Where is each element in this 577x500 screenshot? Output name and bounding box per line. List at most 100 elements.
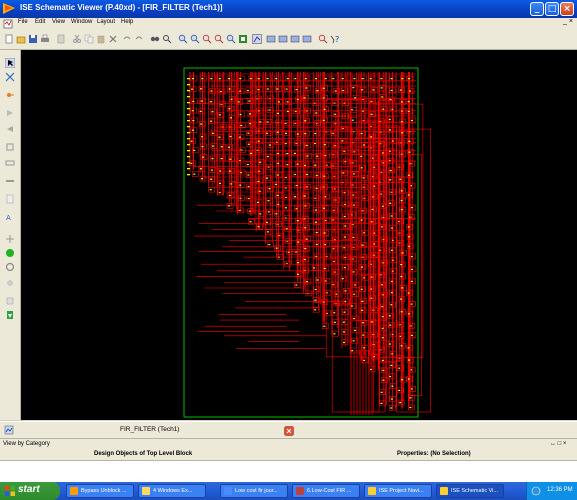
schematic-canvas[interactable] bbox=[21, 50, 577, 420]
start-button[interactable]: start bbox=[0, 482, 60, 500]
text-icon[interactable] bbox=[5, 194, 15, 204]
save-icon[interactable] bbox=[28, 34, 38, 44]
pin-icon[interactable] bbox=[5, 108, 15, 118]
label-icon[interactable]: A bbox=[5, 212, 15, 222]
properties-header: Properties: (No Selection) bbox=[397, 451, 471, 457]
app-icon bbox=[3, 3, 15, 14]
task-low-cost-fir-journal[interactable]: Low cost fir jour... bbox=[220, 484, 288, 498]
marker-icon[interactable] bbox=[5, 310, 15, 320]
circle-icon[interactable] bbox=[5, 262, 15, 272]
mark-icon[interactable] bbox=[278, 34, 288, 44]
fit-icon[interactable] bbox=[238, 34, 248, 44]
copy-icon[interactable] bbox=[84, 34, 94, 44]
menu-edit[interactable]: Edit bbox=[35, 19, 46, 25]
sheet-border bbox=[183, 67, 419, 418]
zoom-in-icon[interactable] bbox=[178, 34, 188, 44]
find-icon[interactable] bbox=[150, 34, 160, 44]
window-icon[interactable] bbox=[302, 34, 312, 44]
tab-fir-filter[interactable]: FIR_FILTER (Tech1) bbox=[120, 426, 180, 433]
close-button[interactable]: × bbox=[560, 2, 574, 16]
print-icon[interactable] bbox=[40, 34, 50, 44]
taskbar: start Bypass Unblock ... 4 Windows Ex...… bbox=[0, 482, 577, 500]
menu-help[interactable]: Help bbox=[121, 19, 134, 25]
redo-icon[interactable] bbox=[134, 34, 144, 44]
task-label: ISE Schematic Vi... bbox=[451, 488, 498, 494]
open-icon[interactable] bbox=[16, 34, 26, 44]
maximize-button[interactable]: □ bbox=[545, 2, 559, 16]
clock[interactable]: 12:36 PM bbox=[547, 487, 573, 493]
zoom-out-icon[interactable] bbox=[190, 34, 200, 44]
task-bypass-unblock[interactable]: Bypass Unblock ... bbox=[66, 484, 134, 498]
pdf-icon bbox=[296, 487, 304, 495]
ise-icon bbox=[368, 487, 376, 495]
delete-icon[interactable] bbox=[108, 34, 118, 44]
arrow-left-icon[interactable] bbox=[5, 124, 15, 134]
green-dot-icon[interactable] bbox=[5, 248, 15, 258]
windows-logo-icon bbox=[5, 486, 15, 496]
minimize-button[interactable]: _ bbox=[530, 2, 544, 16]
task-low-cost-fir-pdf[interactable]: 6.Low-Cost FIR ... bbox=[292, 484, 360, 498]
word-icon bbox=[224, 487, 232, 495]
paste-icon[interactable] bbox=[96, 34, 106, 44]
bus-icon[interactable] bbox=[5, 176, 15, 186]
bottom-panel-body bbox=[0, 460, 577, 483]
task-label: 4 Windows Ex... bbox=[153, 488, 193, 494]
network-icon[interactable] bbox=[531, 486, 541, 496]
net-icon[interactable] bbox=[5, 90, 15, 100]
menu-window[interactable]: Window bbox=[71, 19, 93, 25]
add-bus-icon[interactable] bbox=[266, 34, 276, 44]
wire-icon[interactable] bbox=[5, 72, 15, 82]
task-label: ISE Project Navi... bbox=[379, 488, 424, 494]
document-tab-strip: FIR_FILTER (Tech1) bbox=[0, 421, 577, 439]
probe-icon[interactable] bbox=[318, 34, 328, 44]
add-wire-icon[interactable] bbox=[252, 34, 262, 44]
zoom-area-icon[interactable] bbox=[226, 34, 236, 44]
close-tab-icon[interactable] bbox=[284, 426, 294, 436]
panel-controls[interactable]: ↔ □ × bbox=[550, 441, 567, 447]
svg-text:A: A bbox=[6, 214, 11, 222]
ise-icon bbox=[440, 487, 448, 495]
schematic-drawing[interactable] bbox=[21, 50, 577, 420]
menu-bar: File Edit View Window Layout Help _ × bbox=[0, 18, 577, 32]
help-icon[interactable]: ? bbox=[330, 34, 340, 44]
zoom-full-icon[interactable] bbox=[202, 34, 212, 44]
task-windows-explorer[interactable]: 4 Windows Ex... bbox=[138, 484, 206, 498]
select-icon[interactable] bbox=[5, 58, 15, 68]
folder-icon bbox=[142, 487, 150, 495]
rectangle-icon[interactable] bbox=[5, 158, 15, 168]
document-icon bbox=[3, 19, 13, 29]
mdi-controls[interactable]: _ × bbox=[563, 18, 573, 25]
schematic-doc-icon bbox=[4, 425, 14, 435]
menu-view[interactable]: View bbox=[52, 19, 65, 25]
main-toolbar: ? bbox=[0, 31, 577, 50]
browser-icon bbox=[70, 487, 78, 495]
bookmark-icon[interactable] bbox=[56, 34, 66, 44]
design-objects-header: Design Objects of Top Level Block bbox=[94, 451, 193, 457]
svg-text:?: ? bbox=[335, 35, 339, 44]
find-next-icon[interactable] bbox=[162, 34, 172, 44]
cut-icon[interactable] bbox=[72, 34, 82, 44]
menu-layout[interactable]: Layout bbox=[97, 19, 116, 25]
pan-icon[interactable] bbox=[5, 234, 15, 244]
new-icon[interactable] bbox=[4, 34, 14, 44]
task-label: Low cost fir jour... bbox=[235, 488, 278, 494]
netlist-wires bbox=[187, 72, 431, 415]
symbol-icon[interactable] bbox=[5, 142, 15, 152]
start-label: start bbox=[18, 484, 40, 495]
ground-icon[interactable] bbox=[5, 296, 15, 306]
menu-file[interactable]: File bbox=[18, 19, 28, 25]
zoom-select-icon[interactable] bbox=[214, 34, 224, 44]
task-ise-schematic-viewer[interactable]: ISE Schematic Vi... bbox=[436, 484, 504, 498]
task-ise-project-navigator[interactable]: ISE Project Navi... bbox=[364, 484, 432, 498]
system-tray: 12:36 PM bbox=[526, 482, 577, 500]
task-label: 6.Low-Cost FIR ... bbox=[307, 488, 352, 494]
view-by-category[interactable]: View by Category bbox=[3, 441, 50, 447]
title-bar: ISE Schematic Viewer (P.40xd) - [FIR_FIL… bbox=[0, 0, 577, 18]
view-icon[interactable] bbox=[290, 34, 300, 44]
task-label: Bypass Unblock ... bbox=[81, 488, 127, 494]
power-icon[interactable] bbox=[5, 278, 15, 288]
bottom-panel-header: View by Category ↔ □ × Design Objects of… bbox=[0, 438, 577, 461]
undo-icon[interactable] bbox=[122, 34, 132, 44]
left-toolbar: A bbox=[0, 50, 21, 420]
window-title: ISE Schematic Viewer (P.40xd) - [FIR_FIL… bbox=[20, 3, 223, 12]
